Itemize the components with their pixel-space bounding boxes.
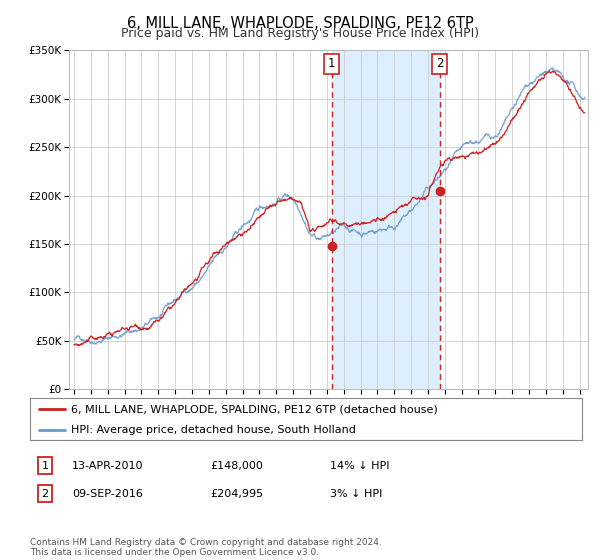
Text: 3% ↓ HPI: 3% ↓ HPI — [330, 489, 382, 499]
Text: 2: 2 — [436, 57, 443, 70]
Text: 6, MILL LANE, WHAPLODE, SPALDING, PE12 6TP (detached house): 6, MILL LANE, WHAPLODE, SPALDING, PE12 6… — [71, 404, 438, 414]
Text: 13-APR-2010: 13-APR-2010 — [72, 461, 143, 471]
Text: 2: 2 — [41, 489, 49, 499]
Text: £148,000: £148,000 — [210, 461, 263, 471]
Text: HPI: Average price, detached house, South Holland: HPI: Average price, detached house, Sout… — [71, 426, 356, 435]
Text: Contains HM Land Registry data © Crown copyright and database right 2024.
This d: Contains HM Land Registry data © Crown c… — [30, 538, 382, 557]
Text: 1: 1 — [41, 461, 49, 471]
Text: 1: 1 — [328, 57, 335, 70]
Text: Price paid vs. HM Land Registry's House Price Index (HPI): Price paid vs. HM Land Registry's House … — [121, 27, 479, 40]
Text: 09-SEP-2016: 09-SEP-2016 — [72, 489, 143, 499]
Text: 6, MILL LANE, WHAPLODE, SPALDING, PE12 6TP: 6, MILL LANE, WHAPLODE, SPALDING, PE12 6… — [127, 16, 473, 31]
Text: 14% ↓ HPI: 14% ↓ HPI — [330, 461, 389, 471]
Text: £204,995: £204,995 — [210, 489, 263, 499]
Bar — [332, 50, 440, 389]
